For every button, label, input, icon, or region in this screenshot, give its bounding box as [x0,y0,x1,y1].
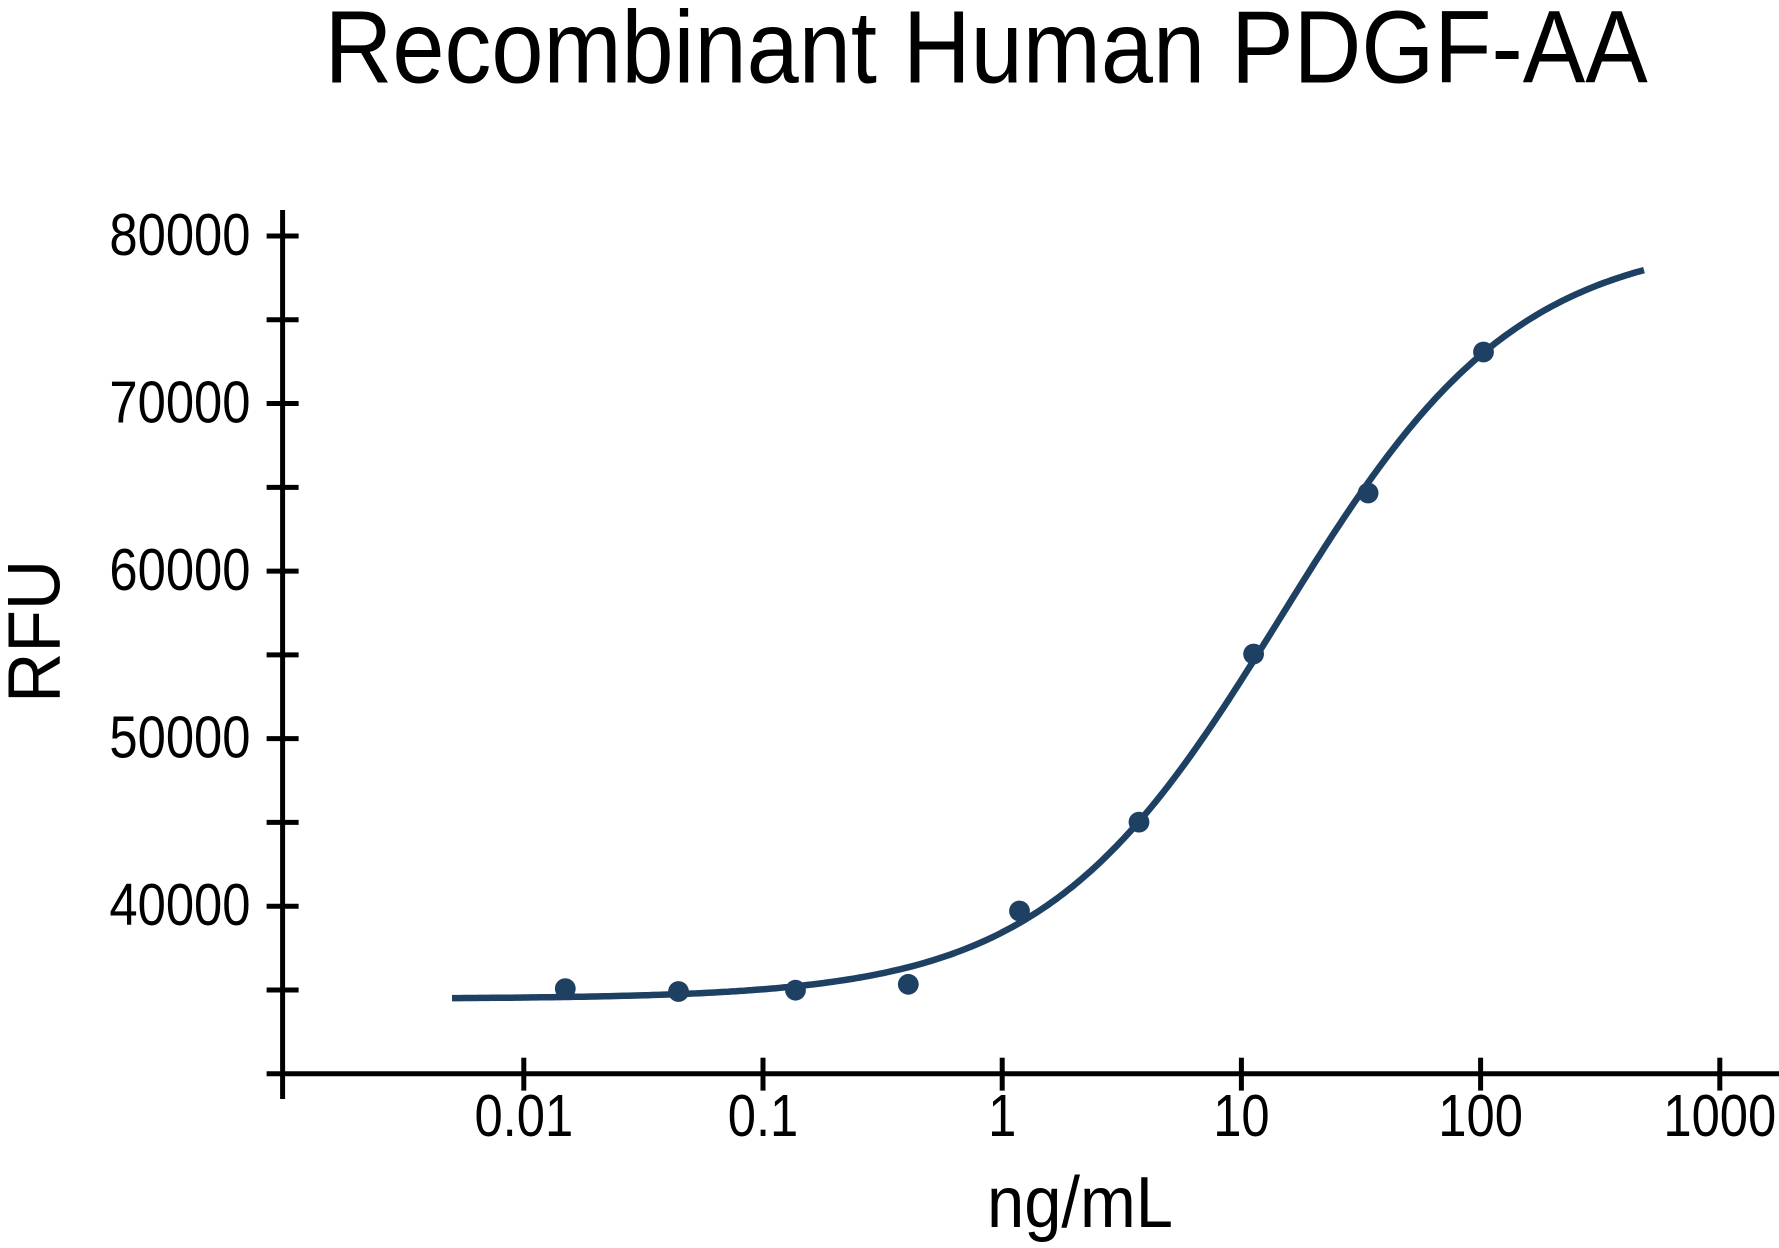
svg-text:40000: 40000 [109,871,250,937]
svg-text:1000: 1000 [1663,1082,1776,1148]
svg-text:70000: 70000 [109,369,250,435]
svg-text:RFU: RFU [0,560,76,703]
svg-text:100: 100 [1438,1082,1523,1148]
svg-text:1: 1 [988,1082,1016,1148]
svg-text:60000: 60000 [109,536,250,602]
svg-text:50000: 50000 [109,704,250,770]
svg-text:80000: 80000 [109,201,250,267]
svg-text:0.01: 0.01 [474,1082,573,1148]
svg-text:ng/mL: ng/mL [987,1162,1173,1243]
svg-text:Recombinant Human PDGF-AA: Recombinant Human PDGF-AA [325,0,1648,104]
svg-text:0.1: 0.1 [728,1082,799,1148]
svg-text:10: 10 [1213,1082,1269,1148]
